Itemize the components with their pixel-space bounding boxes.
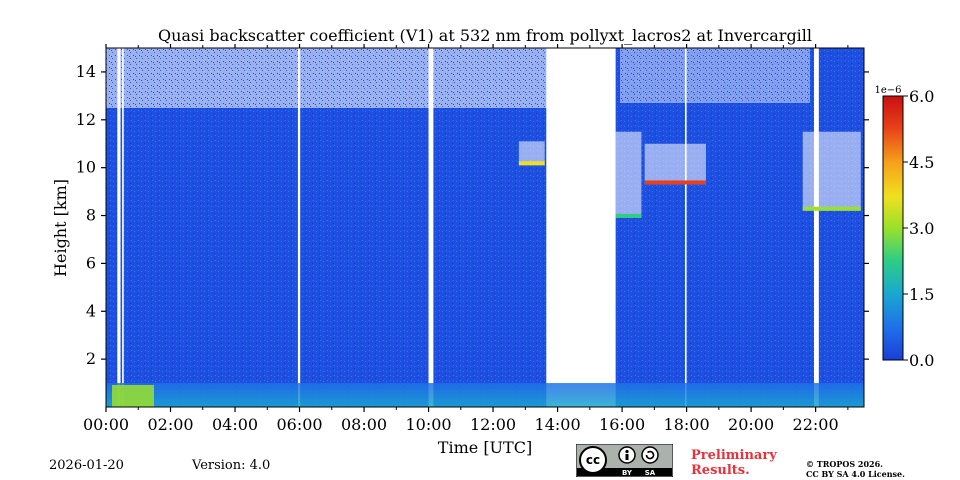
chart-title: Quasi backscatter coefficient (V1) at 53… bbox=[158, 26, 812, 45]
x-tick-label: 08:00 bbox=[341, 415, 387, 434]
colorbar-tick-label: 6.0 bbox=[909, 87, 934, 106]
y-tick-label: 6 bbox=[86, 253, 96, 272]
copyright-line-1: © TROPOS 2026. bbox=[806, 459, 883, 469]
x-tick-label: 10:00 bbox=[405, 415, 451, 434]
x-tick-label: 06:00 bbox=[276, 415, 322, 434]
cloud-layer bbox=[644, 143, 706, 185]
data-gap bbox=[684, 48, 687, 407]
by-label: BY bbox=[622, 469, 633, 477]
noise-region-upper bbox=[106, 48, 556, 108]
y-axis-title: Height [km] bbox=[51, 179, 70, 277]
cc-label: cc bbox=[586, 453, 600, 467]
footer-version: Version: 4.0 bbox=[192, 458, 271, 473]
preliminary-notice: Preliminary Results. bbox=[691, 448, 777, 478]
sa-label: SA bbox=[645, 469, 656, 477]
data-gap bbox=[122, 48, 124, 407]
x-tick-label: 00:00 bbox=[83, 415, 129, 434]
x-tick-label: 16:00 bbox=[599, 415, 645, 434]
y-tick-label: 4 bbox=[86, 301, 96, 320]
y-tick-label: 2 bbox=[86, 349, 96, 368]
y-tick-label: 10 bbox=[76, 158, 96, 177]
cloud-base bbox=[518, 161, 545, 166]
data-gap bbox=[117, 48, 121, 407]
x-axis-title: Time [UTC] bbox=[438, 438, 532, 457]
cloud-layer bbox=[802, 131, 861, 211]
cloud-layer bbox=[518, 141, 545, 166]
noise-region-upper-late bbox=[620, 48, 810, 103]
aerosol-layer-near-ground bbox=[112, 385, 154, 407]
sa-icon bbox=[641, 446, 659, 464]
cc-icon bbox=[579, 446, 607, 474]
colorbar: 1e−6 0.0 1.5 3.0 4.5 6.0 bbox=[874, 85, 934, 370]
data-gap bbox=[428, 48, 434, 407]
cloud-base bbox=[644, 180, 706, 185]
data-gap bbox=[297, 48, 301, 407]
x-tick-label: 22:00 bbox=[793, 415, 839, 434]
x-tick-label: 04:00 bbox=[212, 415, 258, 434]
data-gap bbox=[546, 48, 616, 407]
cc-license-badge[interactable]: cc BY SA bbox=[576, 444, 673, 477]
colorbar-tick-label: 1.5 bbox=[909, 285, 934, 304]
plot-area bbox=[106, 48, 864, 407]
cloud-layer bbox=[615, 131, 642, 218]
y-tick-label: 12 bbox=[76, 110, 96, 129]
x-tick-label: 02:00 bbox=[147, 415, 193, 434]
x-tick-label: 18:00 bbox=[664, 415, 710, 434]
colorbar-tick-label: 3.0 bbox=[909, 219, 934, 238]
copyright-line-2: CC BY SA 4.0 License. bbox=[806, 469, 905, 479]
copyright-notice: © TROPOS 2026. CC BY SA 4.0 License. bbox=[806, 459, 905, 479]
y-tick-label: 14 bbox=[76, 62, 96, 81]
colorbar-tick-label: 0.0 bbox=[909, 351, 934, 370]
x-tick-label: 14:00 bbox=[535, 415, 581, 434]
colorbar-scale-label: 1e−6 bbox=[874, 85, 901, 96]
cloud-base bbox=[802, 206, 861, 211]
y-tick-label: 8 bbox=[86, 206, 96, 225]
preliminary-line-2: Results. bbox=[691, 463, 750, 478]
footer-date: 2026-01-20 bbox=[49, 458, 124, 473]
x-axis: 00:00 02:00 04:00 06:00 08:00 10:00 12:00 14:00… bbox=[83, 44, 849, 434]
x-tick-label: 12:00 bbox=[470, 415, 516, 434]
x-tick-label: 20:00 bbox=[728, 415, 774, 434]
y-axis: 2 4 6 8 10 12 14 bbox=[76, 62, 869, 368]
plot-frame bbox=[105, 47, 865, 408]
colorbar-gradient bbox=[882, 95, 904, 361]
cloud-base bbox=[615, 213, 642, 218]
colorbar-tick-label: 4.5 bbox=[909, 153, 934, 172]
data-gap bbox=[814, 48, 819, 407]
boundary-layer bbox=[106, 383, 864, 407]
preliminary-line-1: Preliminary bbox=[691, 448, 777, 463]
